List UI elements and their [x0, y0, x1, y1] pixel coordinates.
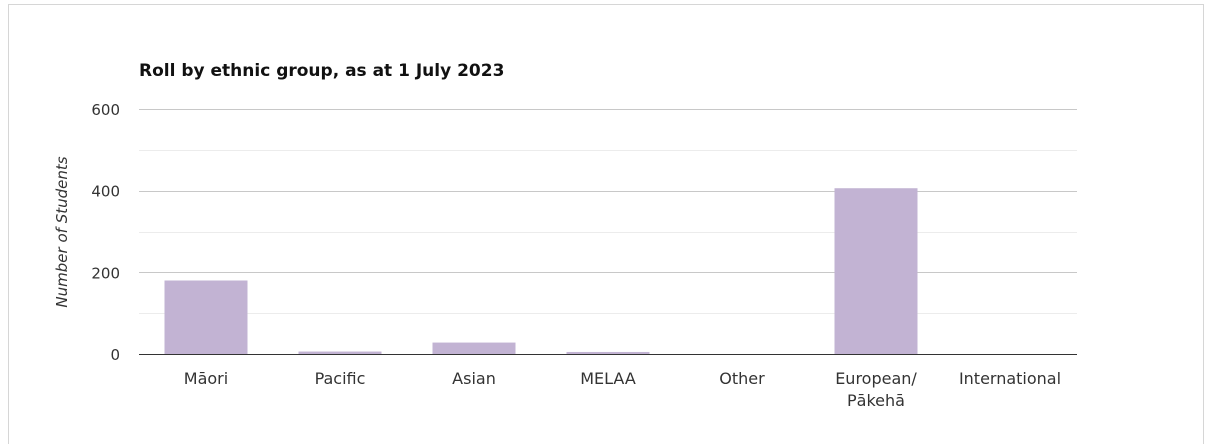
y-tick-labels: 0 200 400 600 [91, 101, 120, 364]
bar [834, 188, 918, 354]
chart-frame [8, 4, 1204, 444]
y-tick-label: 0 [110, 346, 120, 364]
bar [164, 280, 248, 354]
x-tick-label: MELAA [580, 369, 636, 388]
x-tick-label: International [959, 369, 1061, 388]
bars [164, 188, 918, 354]
bar [566, 351, 650, 354]
y-tick-label: 600 [91, 101, 120, 119]
chart-title: Roll by ethnic group, as at 1 July 2023 [139, 61, 504, 81]
bar [432, 342, 516, 354]
y-axis-label: Number of Students [53, 156, 71, 307]
x-tick-label: Pacific [315, 369, 366, 388]
x-tick-labels: Māori Pacific Asian MELAA Other European/Pāke… [184, 369, 1061, 410]
y-tick-label: 400 [91, 183, 120, 201]
x-tick-label: Other [719, 369, 765, 388]
bar [298, 351, 382, 354]
y-tick-label: 200 [91, 264, 120, 282]
gridlines [139, 109, 1077, 314]
x-tick-label: European/Pākehā [835, 369, 917, 410]
x-tick-label: Māori [184, 369, 228, 388]
x-tick-label: Asian [452, 369, 496, 388]
